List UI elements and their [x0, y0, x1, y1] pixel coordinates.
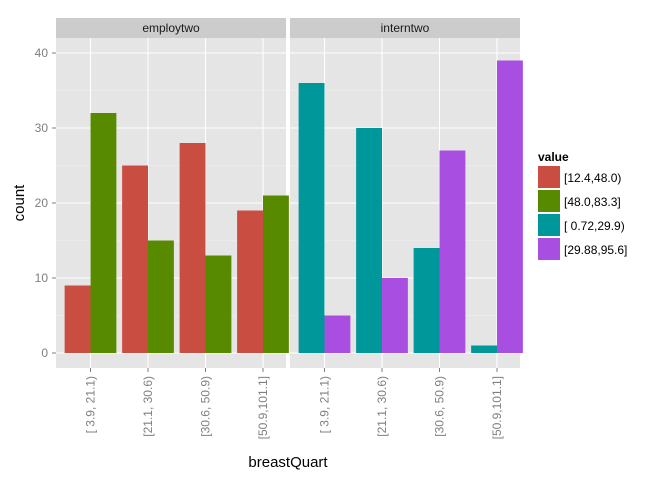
- bar: [122, 165, 148, 353]
- x-tick-label: [ 3.9, 21.1): [84, 376, 98, 433]
- bar: [298, 83, 325, 353]
- facet-strip: [56, 18, 286, 38]
- y-tick-label: 40: [35, 46, 49, 60]
- legend-label: [ 0.72,29.9): [564, 219, 625, 233]
- legend-key: [538, 238, 560, 260]
- x-tick-label: [50.9,101.1]: [256, 376, 270, 439]
- bar: [179, 143, 206, 353]
- legend-key: [538, 214, 560, 236]
- bar: [439, 150, 466, 353]
- bar: [497, 60, 523, 353]
- y-tick-label: 10: [35, 271, 49, 285]
- legend-label: [48.0,83.3]: [564, 195, 621, 209]
- bar: [324, 315, 351, 353]
- legend-title: value: [538, 150, 569, 164]
- bar: [382, 278, 408, 353]
- x-tick-label: [21.1, 30.6): [141, 376, 155, 437]
- y-axis-title: count: [11, 184, 28, 222]
- x-tick-label: [21.1, 30.6): [375, 376, 389, 437]
- x-tick-label: [30.6, 50.9): [199, 376, 213, 437]
- legend-key: [538, 166, 560, 188]
- bar: [237, 210, 263, 353]
- facet-strip-label: interntwo: [381, 21, 430, 35]
- bar: [413, 248, 440, 353]
- bar: [471, 345, 497, 353]
- legend-label: [12.4,48.0): [564, 171, 621, 185]
- bar: [64, 285, 91, 353]
- facet-strip-label: employtwo: [142, 21, 200, 35]
- legend-key: [538, 190, 560, 212]
- y-tick-label: 0: [41, 346, 48, 360]
- x-tick-label: [ 3.9, 21.1): [318, 376, 332, 433]
- x-tick-label: [50.9,101.1]: [490, 376, 504, 439]
- facet-strip: [290, 18, 520, 38]
- legend-label: [29.88,95.6]: [564, 243, 627, 257]
- y-tick-label: 30: [35, 121, 49, 135]
- bar: [90, 113, 117, 353]
- bar: [263, 195, 289, 353]
- bar: [148, 240, 174, 353]
- bar: [356, 128, 382, 353]
- bar: [205, 255, 232, 353]
- x-axis-title: breastQuart: [248, 454, 328, 471]
- y-tick-label: 20: [35, 196, 49, 210]
- x-tick-label: [30.6, 50.9): [433, 376, 447, 437]
